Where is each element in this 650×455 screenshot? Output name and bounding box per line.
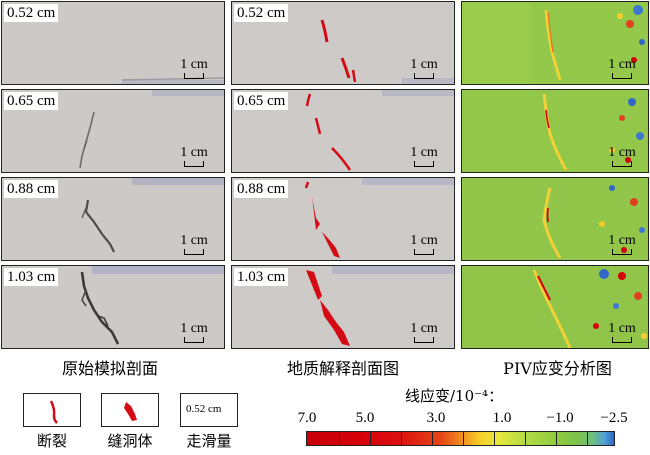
slip-label: 0.52 cm (234, 4, 289, 22)
caption-piv-strain: PIV应变分析图 (503, 359, 612, 378)
piv-image-1 (462, 2, 648, 84)
fault-icon (49, 400, 58, 424)
fault-trace (351, 69, 357, 83)
piv-image-3 (462, 178, 648, 260)
slip-label: 1.03 cm (234, 268, 289, 286)
caption-interpretation: 地质解释剖面图 (286, 359, 399, 378)
colorbar-title: 线应变/10⁻⁴： (405, 387, 504, 405)
piv-panel-1: 1 cm (461, 1, 649, 85)
slip-label: 0.88 cm (4, 180, 59, 198)
slip-label: 0.88 cm (234, 180, 289, 198)
fault-trace (305, 93, 312, 107)
cave-icon (124, 402, 137, 421)
fault-trace (304, 181, 310, 189)
interpretation-panel-1: 0.52 cm 1 cm (231, 1, 455, 85)
photo-panel-4: 1.03 cm 1 cm (1, 265, 225, 349)
scale-bar: 1 cm (178, 233, 210, 255)
scale-bar: 1 cm (606, 57, 638, 79)
piv-panel-2: 1 cm (461, 89, 649, 173)
legend-cave-swatch (101, 393, 159, 427)
piv-panel-3: 1 cm (461, 177, 649, 261)
scale-bar: 1 cm (408, 145, 440, 167)
legend-fault-swatch (23, 393, 81, 427)
photo-panel-3: 0.88 cm 1 cm (1, 177, 225, 261)
scale-bar: 1 cm (606, 233, 638, 255)
cave-body (320, 300, 350, 346)
caption-original-section: 原始模拟剖面 (61, 359, 158, 378)
slip-label: 0.65 cm (234, 92, 289, 110)
cave-body (306, 270, 322, 300)
fault-trace (314, 117, 322, 135)
legend-fault-label: 断裂 (36, 432, 67, 450)
slip-label: 1.03 cm (4, 268, 59, 286)
colorbar-tick: 7.0 (297, 410, 317, 426)
fault-trace (320, 19, 329, 43)
scale-bar: 1 cm (606, 145, 638, 167)
slip-label: 0.65 cm (4, 92, 59, 110)
legend-slip-swatch: 0.52 cm (180, 393, 238, 427)
legend-cave-label: 缝洞体 (107, 432, 153, 450)
photo-panel-1: 0.52 cm 1 cm (1, 1, 225, 85)
colorbar-tick: 5.0 (355, 410, 375, 426)
scale-bar: 1 cm (178, 321, 210, 343)
colorbar-tick: −1.0 (546, 410, 574, 426)
colorbar-tick: −2.5 (600, 410, 628, 426)
scale-bar: 1 cm (408, 233, 440, 255)
colorbar-tick: 3.0 (426, 410, 446, 426)
interpretation-panel-4: 1.03 cm 1 cm (231, 265, 455, 349)
scale-bar: 1 cm (408, 321, 440, 343)
interpretation-panel-2: 0.65 cm 1 cm (231, 89, 455, 173)
cave-body (322, 232, 340, 258)
cave-body (312, 196, 320, 230)
legend-slip-example: 0.52 cm (186, 403, 222, 415)
piv-panel-4: 1 cm (461, 265, 649, 349)
colorbar-tick: 1.0 (492, 410, 512, 426)
scale-bar: 1 cm (606, 321, 638, 343)
fault-trace (340, 57, 351, 79)
colorbar (306, 431, 615, 446)
piv-image-4 (462, 266, 648, 348)
scale-bar: 1 cm (178, 145, 210, 167)
scale-bar: 1 cm (408, 57, 440, 79)
photo-panel-2: 0.65 cm 1 cm (1, 89, 225, 173)
slip-label: 0.52 cm (4, 4, 59, 22)
scale-bar: 1 cm (178, 57, 210, 79)
fault-trace (331, 147, 352, 171)
piv-image-2 (462, 90, 648, 172)
interpretation-panel-3: 0.88 cm 1 cm (231, 177, 455, 261)
legend-slip-label: 走滑量 (186, 432, 232, 450)
